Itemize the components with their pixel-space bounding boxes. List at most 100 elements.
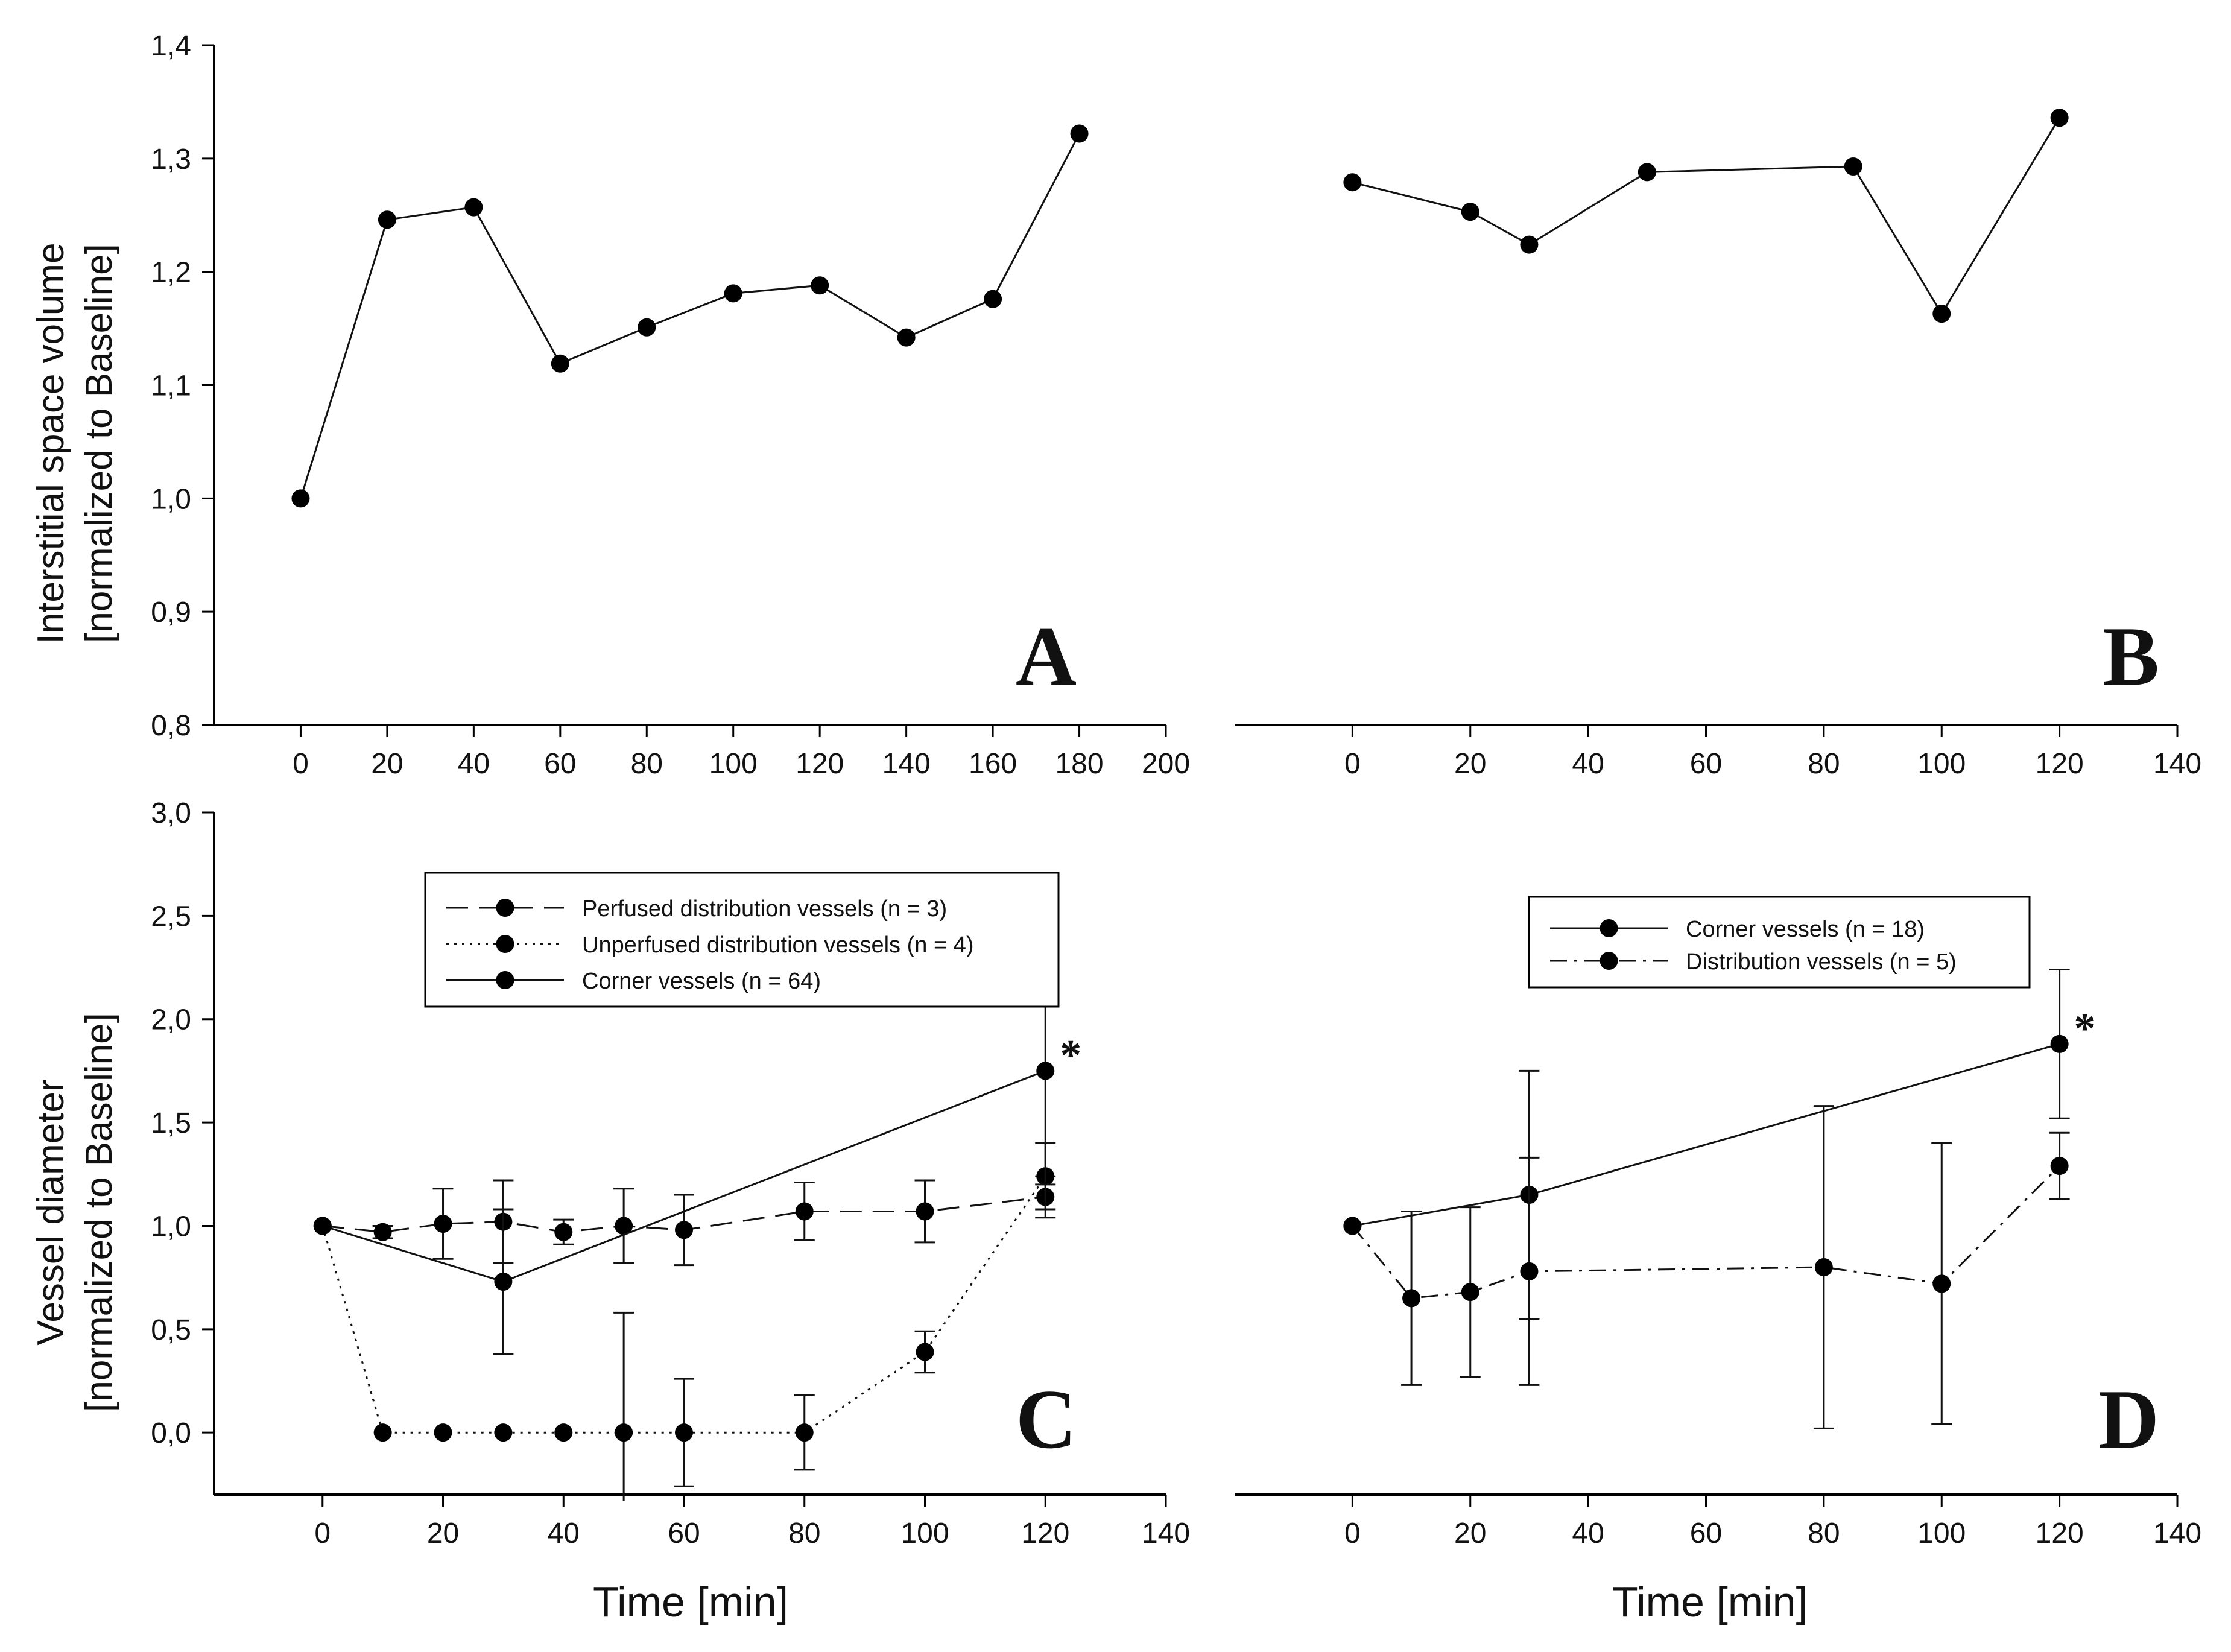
y-tick-label-a: 1,3 bbox=[151, 144, 191, 176]
x-tick-label-b: 140 bbox=[2153, 748, 2201, 780]
data-point-d bbox=[1402, 1289, 1421, 1308]
panel-b: 0 20 40 60 80 100 120 140 B bbox=[1235, 109, 2201, 780]
series-line-d-2 bbox=[1352, 1165, 2060, 1299]
ylabel-bottom-line2: [normalized to Baseline] bbox=[78, 1013, 120, 1412]
y-tick-label-c: 0,0 bbox=[151, 1417, 191, 1449]
data-point-c bbox=[373, 1223, 392, 1241]
x-tick-label-b: 20 bbox=[1454, 748, 1486, 780]
legend-swatch-marker-c bbox=[496, 899, 514, 917]
x-tick-label-b: 80 bbox=[1808, 748, 1840, 780]
panel-d: 0 20 40 60 80 100 120 140 * D Corner vessels (n = … bbox=[1235, 896, 2201, 1549]
x-tick-label-b: 60 bbox=[1690, 748, 1722, 780]
y-tick-label-a: 1,0 bbox=[151, 483, 191, 515]
x-tick-label-a: 140 bbox=[882, 748, 931, 780]
series-d-1 bbox=[1343, 968, 2070, 1320]
x-tick-label-a: 100 bbox=[709, 748, 758, 780]
ylabel-top-line1: Interstitial space volume bbox=[30, 242, 72, 644]
data-point-c bbox=[615, 1217, 633, 1235]
x-tick-label-d: 100 bbox=[1917, 1517, 1966, 1549]
x-tick-label-a: 80 bbox=[631, 748, 663, 780]
series-a-1 bbox=[291, 124, 1089, 508]
ylabel-top-line2: [normalized to Baseline] bbox=[78, 244, 120, 643]
data-point-c bbox=[795, 1202, 814, 1221]
x-tick-label-d: 120 bbox=[2036, 1517, 2084, 1549]
series-d-2 bbox=[1343, 1105, 2070, 1429]
x-tick-label-a: 40 bbox=[458, 748, 490, 780]
xlabel-right: Time [min] bbox=[1612, 1578, 1808, 1625]
panel-c: 0 20 40 60 80 100 120 140 0,0 0,5 1,0 1,5 2,0 2,5 3,0 *… bbox=[151, 797, 1190, 1549]
data-point-c bbox=[494, 1423, 513, 1442]
data-point-d bbox=[1932, 1274, 1951, 1293]
significance-marker-c: * bbox=[1060, 1031, 1081, 1079]
data-point-a bbox=[551, 354, 569, 373]
panel-a: 0 20 40 60 80 100 120 140 160 180 200 0,8 0,9 1,0 1,1 1… bbox=[151, 30, 1190, 780]
data-point-c bbox=[554, 1423, 573, 1442]
x-tick-label-a: 200 bbox=[1142, 748, 1190, 780]
data-point-b bbox=[1844, 157, 1862, 176]
data-point-b bbox=[1638, 163, 1656, 182]
y-tick-label-c: 2,0 bbox=[151, 1004, 191, 1036]
data-point-d bbox=[1461, 1283, 1479, 1302]
data-point-c bbox=[916, 1202, 934, 1221]
data-point-c bbox=[373, 1423, 392, 1442]
series-line-d-1 bbox=[1352, 1043, 2060, 1227]
data-point-a bbox=[464, 198, 483, 217]
y-tick-label-a: 1,1 bbox=[151, 370, 191, 402]
data-point-c bbox=[554, 1223, 573, 1241]
x-tick-label-b: 40 bbox=[1572, 748, 1604, 780]
legend-label-c: Perfused distribution vessels (n = 3) bbox=[582, 896, 947, 922]
x-tick-label-a: 20 bbox=[371, 748, 403, 780]
x-tick-label-d: 40 bbox=[1572, 1517, 1604, 1549]
legend-label-c: Unperfused distribution vessels (n = 4) bbox=[582, 932, 974, 958]
y-tick-label-c: 0,5 bbox=[151, 1314, 191, 1346]
data-point-a bbox=[378, 210, 396, 229]
legend-label-c: Corner vessels (n = 64) bbox=[582, 969, 821, 994]
data-point-d bbox=[1343, 1217, 1362, 1235]
data-point-d bbox=[2050, 1034, 2069, 1053]
y-tick-label-c: 2,5 bbox=[151, 900, 191, 932]
panel-letter-d: D bbox=[2098, 1373, 2159, 1466]
data-point-a bbox=[724, 284, 742, 303]
legend-swatch-marker-d bbox=[1600, 919, 1618, 937]
data-point-c bbox=[916, 1343, 934, 1361]
x-tick-label-c: 60 bbox=[668, 1517, 700, 1549]
data-point-c bbox=[434, 1215, 452, 1233]
data-point-a bbox=[897, 328, 916, 347]
legend-box-d bbox=[1528, 896, 2031, 989]
x-tick-label-d: 0 bbox=[1344, 1517, 1361, 1549]
xlabel-left: Time [min] bbox=[593, 1578, 788, 1625]
y-tick-label-c: 3,0 bbox=[151, 797, 191, 829]
data-point-c bbox=[313, 1217, 332, 1235]
legend-swatch-marker-c bbox=[496, 935, 514, 953]
panel-letter-a: A bbox=[1016, 610, 1077, 703]
data-point-b bbox=[1932, 305, 1951, 323]
series-c-1 bbox=[313, 1175, 1056, 1267]
plot-panels: 0 20 40 60 80 100 120 140 160 180 2000,80,91,01,11… bbox=[151, 30, 2201, 1549]
data-point-b bbox=[1461, 203, 1479, 221]
data-point-d bbox=[2050, 1157, 2069, 1176]
panel-letter-b: B bbox=[2103, 610, 2159, 703]
series-c-3 bbox=[313, 956, 1056, 1355]
data-point-a bbox=[291, 489, 310, 508]
x-tick-label-c: 140 bbox=[1142, 1517, 1190, 1549]
x-tick-label-d: 80 bbox=[1808, 1517, 1840, 1549]
data-point-b bbox=[1343, 173, 1362, 192]
series-b-1 bbox=[1343, 109, 2069, 323]
panel-letter-c: C bbox=[1016, 1373, 1077, 1466]
data-point-c bbox=[795, 1423, 814, 1442]
legend-d: Corner vessels (n = 18) Distribution vess… bbox=[1528, 896, 2031, 989]
data-point-c bbox=[675, 1221, 694, 1239]
x-tick-label-a: 120 bbox=[796, 748, 844, 780]
y-tick-label-a: 0,9 bbox=[151, 597, 191, 628]
data-point-d bbox=[1520, 1262, 1539, 1280]
x-tick-label-c: 120 bbox=[1021, 1517, 1069, 1549]
legend-label-d: Corner vessels (n = 18) bbox=[1686, 917, 1925, 942]
series-line-a-1 bbox=[300, 133, 1080, 499]
y-tick-label-a: 1,2 bbox=[151, 257, 191, 289]
legend-swatch-marker-d bbox=[1600, 952, 1618, 970]
x-tick-label-a: 160 bbox=[969, 748, 1017, 780]
data-point-c bbox=[1036, 1062, 1055, 1080]
data-point-a bbox=[984, 290, 1002, 308]
data-point-c bbox=[675, 1423, 694, 1442]
